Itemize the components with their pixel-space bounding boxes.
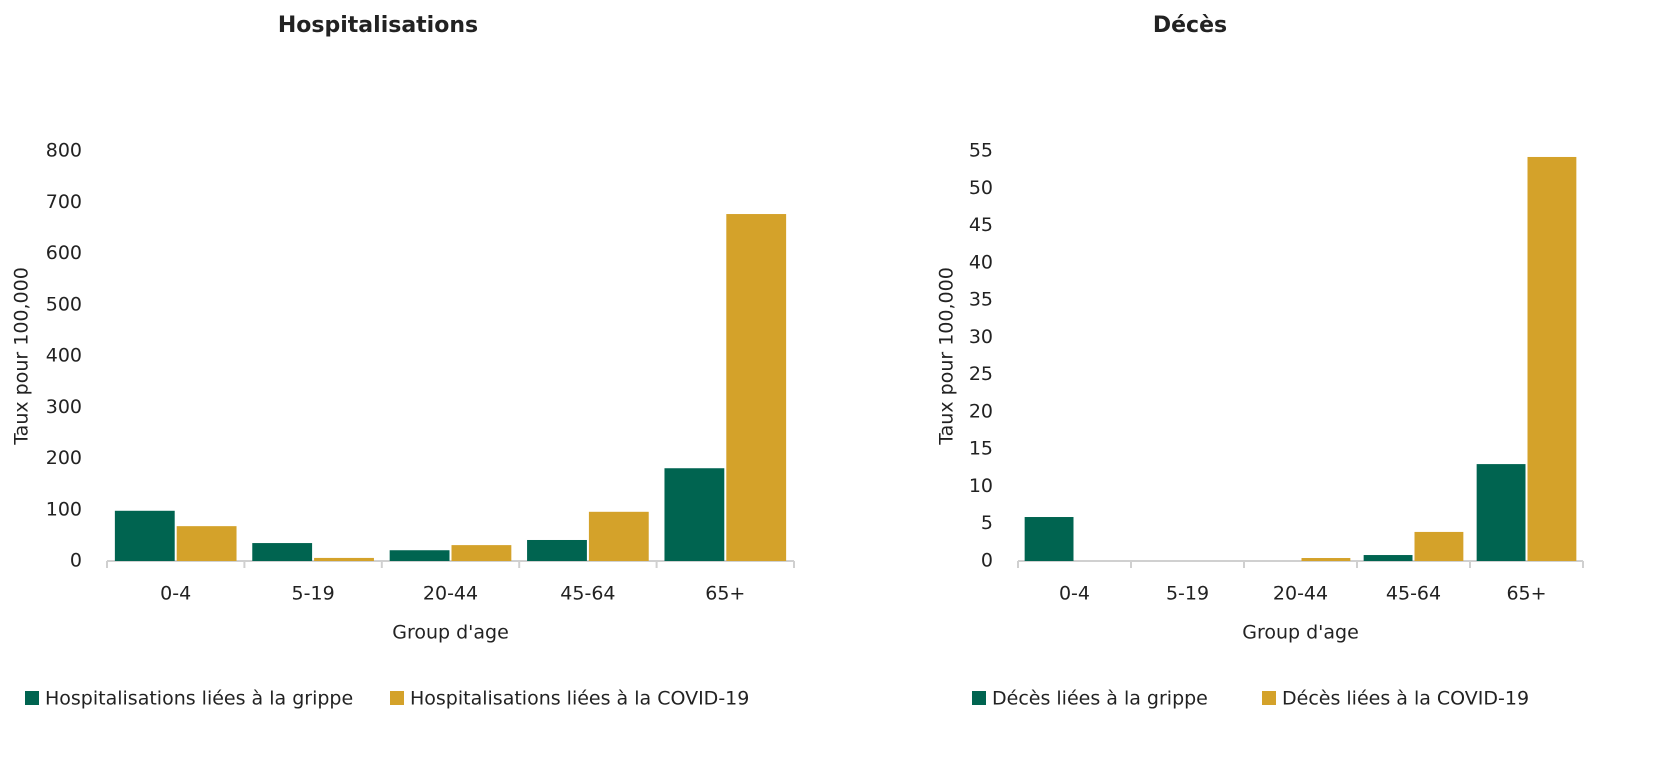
y-tick-label: 800 <box>46 140 82 162</box>
y-tick-label: 25 <box>969 363 993 385</box>
y-tick-label: 400 <box>46 345 82 367</box>
y-tick-label: 40 <box>969 251 993 273</box>
bar <box>1476 464 1526 561</box>
x-axis-label: Group d'age <box>392 622 509 644</box>
y-axis-label: Taux pour 100,000 <box>936 267 958 446</box>
bar <box>252 543 313 561</box>
x-tick-label: 5-19 <box>1166 583 1209 605</box>
y-tick-label: 0 <box>70 550 82 572</box>
bar <box>527 539 587 561</box>
legend-swatch <box>25 691 39 705</box>
legend-swatch <box>972 691 986 705</box>
legend-swatch <box>1262 691 1276 705</box>
bar <box>588 511 649 561</box>
x-tick-label: 20-44 <box>1273 583 1328 605</box>
chart-title: Hospitalisations <box>278 13 478 38</box>
y-tick-label: 500 <box>46 293 82 315</box>
x-tick-label: 0-4 <box>1059 583 1090 605</box>
y-tick-label: 55 <box>969 140 993 162</box>
y-tick-label: 0 <box>981 550 993 572</box>
y-tick-label: 30 <box>969 326 993 348</box>
y-tick-label: 300 <box>46 396 82 418</box>
y-tick-label: 700 <box>46 191 82 213</box>
legend-label: Décès liées à la COVID-19 <box>1282 688 1529 710</box>
y-tick-label: 200 <box>46 447 82 469</box>
x-axis-label: Group d'age <box>1242 622 1359 644</box>
x-tick-label: 45-64 <box>1386 583 1441 605</box>
y-axis-label: Taux pour 100,000 <box>11 267 33 446</box>
bar <box>1414 531 1464 561</box>
y-tick-label: 10 <box>969 475 993 497</box>
legend-swatch <box>390 691 404 705</box>
x-tick-label: 0-4 <box>160 583 191 605</box>
bar <box>726 214 787 561</box>
x-tick-label: 20-44 <box>423 583 478 605</box>
x-tick-label: 65+ <box>1506 583 1546 605</box>
x-tick-label: 45-64 <box>560 583 615 605</box>
legend-label: Hospitalisations liées à la COVID-19 <box>410 688 749 710</box>
bar <box>451 545 512 561</box>
bar <box>1301 558 1351 561</box>
legend-label: Hospitalisations liées à la grippe <box>45 688 353 710</box>
bar <box>389 550 450 561</box>
bar <box>664 468 725 561</box>
bar <box>314 557 374 561</box>
bar <box>114 510 175 561</box>
y-tick-label: 45 <box>969 214 993 236</box>
y-tick-label: 100 <box>46 498 82 520</box>
legend-label: Décès liées à la grippe <box>992 688 1208 710</box>
y-tick-label: 20 <box>969 400 993 422</box>
chart-title: Décès <box>1153 13 1227 38</box>
bar <box>176 526 237 561</box>
y-tick-label: 50 <box>969 177 993 199</box>
x-tick-label: 5-19 <box>292 583 335 605</box>
bar <box>1363 555 1413 561</box>
x-tick-label: 65+ <box>705 583 745 605</box>
bar <box>1527 156 1577 562</box>
y-tick-label: 600 <box>46 242 82 264</box>
y-tick-label: 15 <box>969 438 993 460</box>
y-tick-label: 35 <box>969 289 993 311</box>
y-tick-label: 5 <box>981 512 993 534</box>
bar <box>1024 517 1074 561</box>
